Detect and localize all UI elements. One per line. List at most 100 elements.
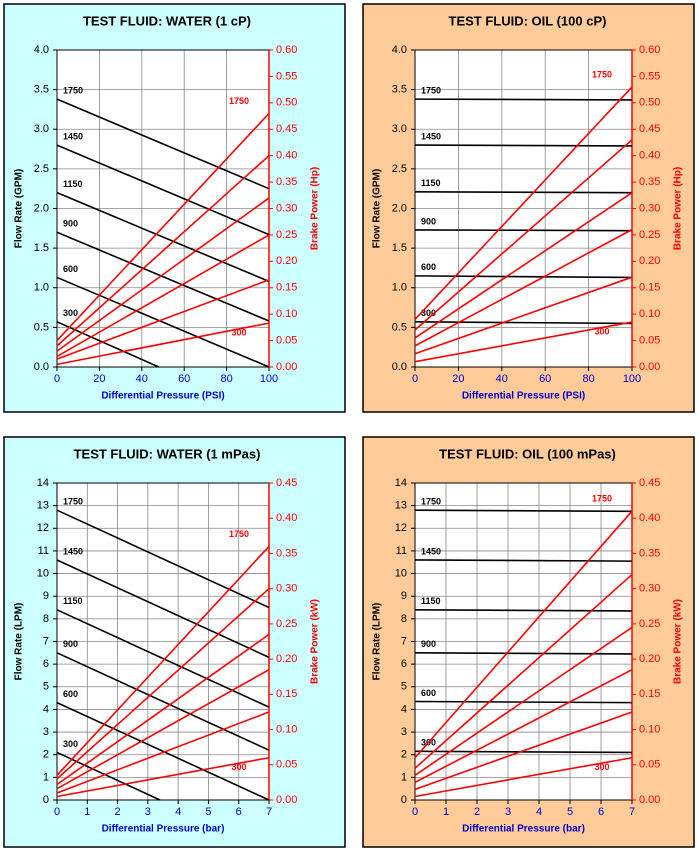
y-tick-label: 2.5 bbox=[34, 163, 49, 175]
y-tick-label: 4.0 bbox=[34, 44, 49, 56]
y2-tick-label: 0.35 bbox=[276, 547, 297, 559]
y2-tick-label: 0.25 bbox=[639, 618, 660, 630]
y2-tick-label: 0.35 bbox=[639, 176, 660, 188]
y-tick-label: 2.5 bbox=[392, 163, 407, 175]
series-line bbox=[414, 321, 633, 363]
y2-tick-label: 0.60 bbox=[639, 44, 660, 56]
y2-tick-label: 0.55 bbox=[639, 70, 660, 82]
x-axis-label: Differential Pressure (bar) bbox=[102, 824, 225, 835]
y2-tick-label: 0.15 bbox=[639, 688, 660, 700]
y2-tick-label: 0.30 bbox=[639, 202, 660, 214]
series-line bbox=[56, 751, 161, 801]
series-line bbox=[56, 668, 270, 790]
series-line bbox=[56, 279, 270, 360]
y-tick-label: 8 bbox=[401, 613, 407, 625]
series-line bbox=[414, 321, 633, 325]
y2-tick-label: 0.00 bbox=[639, 361, 660, 373]
series-line bbox=[56, 545, 270, 776]
y2-tick-label: 0.10 bbox=[276, 723, 297, 735]
y2-tick-label: 0.05 bbox=[639, 759, 660, 771]
y-tick-label: 12 bbox=[395, 522, 407, 534]
y-tick-label: 7 bbox=[401, 635, 407, 647]
y-tick-label: 13 bbox=[395, 500, 407, 512]
series-line bbox=[56, 191, 270, 283]
line-label: 600 bbox=[63, 264, 78, 274]
series-line bbox=[414, 191, 633, 339]
y-tick-label: 5 bbox=[401, 681, 407, 693]
y2-tick-label: 0.10 bbox=[276, 308, 297, 320]
line-label: 1750 bbox=[592, 494, 612, 504]
y2-tick-label: 0.45 bbox=[639, 477, 660, 489]
chart-title: TEST FLUID: OIL (100 cP) bbox=[449, 13, 607, 28]
series-line bbox=[414, 191, 633, 194]
y2-tick-label: 0.05 bbox=[276, 759, 297, 771]
x-tick-label: 40 bbox=[136, 373, 148, 385]
y2-tick-label: 0.45 bbox=[276, 123, 297, 135]
y-tick-label: 3 bbox=[401, 726, 407, 738]
series-line bbox=[56, 197, 270, 352]
line-label: 600 bbox=[63, 689, 78, 699]
x-axis-label: Differential Pressure (PSI) bbox=[101, 391, 224, 402]
y2-tick-label: 0.25 bbox=[276, 229, 297, 241]
y-tick-label: 1.0 bbox=[34, 282, 49, 294]
y2-tick-label: 0.55 bbox=[276, 70, 297, 82]
series-line bbox=[56, 231, 270, 322]
y-tick-label: 3.5 bbox=[34, 84, 49, 96]
y2-tick-label: 0.00 bbox=[639, 794, 660, 806]
y-tick-label: 6 bbox=[401, 658, 407, 670]
x-tick-label: 0 bbox=[54, 806, 60, 818]
y2-tick-label: 0.45 bbox=[639, 123, 660, 135]
y-tick-label: 0 bbox=[43, 794, 49, 806]
y2-tick-label: 0.15 bbox=[276, 282, 297, 294]
y2-tick-label: 0.15 bbox=[276, 688, 297, 700]
y-tick-label: 2.0 bbox=[392, 202, 407, 214]
y2-tick-label: 0.50 bbox=[276, 97, 297, 109]
y-tick-label: 3.0 bbox=[34, 123, 49, 135]
y-tick-label: 2 bbox=[401, 749, 407, 761]
y2-tick-label: 0.20 bbox=[276, 653, 297, 665]
y-tick-label: 3.0 bbox=[392, 123, 407, 135]
series-line bbox=[414, 144, 633, 147]
y-tick-label: 3.5 bbox=[392, 84, 407, 96]
series-line bbox=[414, 86, 633, 320]
x-tick-label: 5 bbox=[205, 806, 211, 818]
y2-axis-label: Brake Power (Hp) bbox=[310, 167, 321, 250]
y2-tick-label: 0.50 bbox=[639, 97, 660, 109]
line-label: 1150 bbox=[421, 178, 441, 188]
y-tick-label: 1.0 bbox=[392, 282, 407, 294]
series-line bbox=[414, 711, 633, 791]
y-tick-label: 10 bbox=[37, 567, 49, 579]
y2-tick-label: 0.05 bbox=[639, 334, 660, 346]
series-line bbox=[414, 98, 633, 101]
y2-tick-label: 0.20 bbox=[639, 653, 660, 665]
x-tick-label: 80 bbox=[220, 373, 232, 385]
y-tick-label: 1.5 bbox=[34, 242, 49, 254]
y2-tick-label: 0.40 bbox=[639, 512, 660, 524]
chart-title: TEST FLUID: WATER (1 cP) bbox=[83, 13, 251, 28]
x-tick-label: 100 bbox=[260, 373, 278, 385]
line-label: 1450 bbox=[421, 131, 441, 141]
series-line bbox=[56, 112, 270, 342]
line-label: 1450 bbox=[421, 546, 441, 556]
line-label: 1450 bbox=[63, 546, 83, 556]
series-line bbox=[414, 652, 633, 655]
line-label: 1750 bbox=[592, 69, 612, 79]
y-tick-label: 6 bbox=[43, 658, 49, 670]
x-tick-label: 1 bbox=[84, 806, 90, 818]
y-tick-label: 8 bbox=[43, 613, 49, 625]
y2-tick-label: 0.30 bbox=[639, 583, 660, 595]
series-line bbox=[56, 609, 270, 708]
x-tick-label: 2 bbox=[115, 806, 121, 818]
series-line bbox=[56, 144, 270, 236]
line-label: 1750 bbox=[63, 86, 83, 96]
series-line bbox=[414, 668, 633, 784]
series-line bbox=[414, 229, 633, 232]
series-line bbox=[56, 276, 270, 368]
line-label: 600 bbox=[421, 688, 436, 698]
line-label: 900 bbox=[421, 639, 436, 649]
series-line bbox=[414, 573, 633, 769]
y2-axis-label: Brake Power (kW) bbox=[673, 599, 684, 684]
series-line bbox=[414, 608, 633, 612]
line-label: 1750 bbox=[229, 529, 249, 539]
